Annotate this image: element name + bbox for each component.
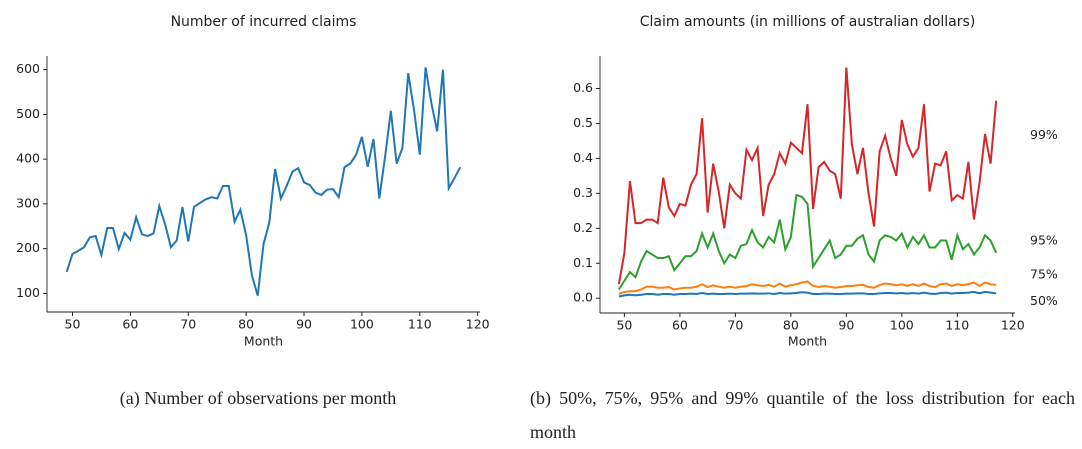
y-tick-label: 400 xyxy=(16,151,40,166)
chart-title: Number of incurred claims xyxy=(171,14,357,30)
y-tick-label: 0.4 xyxy=(573,150,593,165)
line xyxy=(65,67,462,296)
caption: (b) 50%, 75%, 95% and 99% quantile of th… xyxy=(530,388,1075,442)
line xyxy=(617,67,998,285)
y-tick-label: 200 xyxy=(16,240,40,255)
y-tick-label: 500 xyxy=(16,106,40,121)
line xyxy=(618,193,998,291)
x-tick-label: 100 xyxy=(890,318,914,333)
x-axis-label: Month xyxy=(244,334,283,349)
x-tick-label: 90 xyxy=(296,317,312,332)
x-tick-label: 70 xyxy=(727,318,743,333)
line xyxy=(618,290,997,298)
x-tick-label: 60 xyxy=(122,317,138,332)
y-tick-label: 0.2 xyxy=(573,220,593,235)
y-tick-label: 100 xyxy=(16,285,40,300)
series-label: 50% xyxy=(1030,293,1058,308)
x-tick-label: 50 xyxy=(616,318,632,333)
y-tick-label: 300 xyxy=(16,195,40,210)
line xyxy=(618,280,997,295)
x-tick-label: 50 xyxy=(65,317,81,332)
figure: Number of incurred claims Month 50 60 70 80 90… xyxy=(16,14,1058,349)
x-axis-label: Month xyxy=(788,334,827,349)
x-tick-label: 90 xyxy=(838,318,854,333)
y-tick-label: 600 xyxy=(16,61,40,76)
x-tick-label: 110 xyxy=(408,317,432,332)
y-tick-label: 0.0 xyxy=(573,290,593,305)
caption: (a) Number of observations per month xyxy=(119,388,397,408)
x-tick-label: 70 xyxy=(180,317,196,332)
y-tick-label: 0.1 xyxy=(573,255,593,270)
series-label: 99% xyxy=(1030,127,1058,142)
x-tick-label: 60 xyxy=(672,318,688,333)
x-tick-label: 100 xyxy=(350,317,374,332)
x-tick-label: 120 xyxy=(466,317,490,332)
y-tick-label: 0.6 xyxy=(573,80,593,95)
chart-title: Claim amounts (in millions of australian… xyxy=(640,14,976,30)
series-label: 75% xyxy=(1030,266,1058,281)
x-tick-label: 110 xyxy=(945,318,969,333)
y-tick-label: 0.5 xyxy=(573,115,593,130)
y-tick-label: 0.3 xyxy=(573,185,593,200)
series-label: 95% xyxy=(1030,232,1058,247)
x-tick-label: 80 xyxy=(238,317,254,332)
x-tick-label: 80 xyxy=(783,318,799,333)
x-tick-label: 120 xyxy=(1001,318,1025,333)
